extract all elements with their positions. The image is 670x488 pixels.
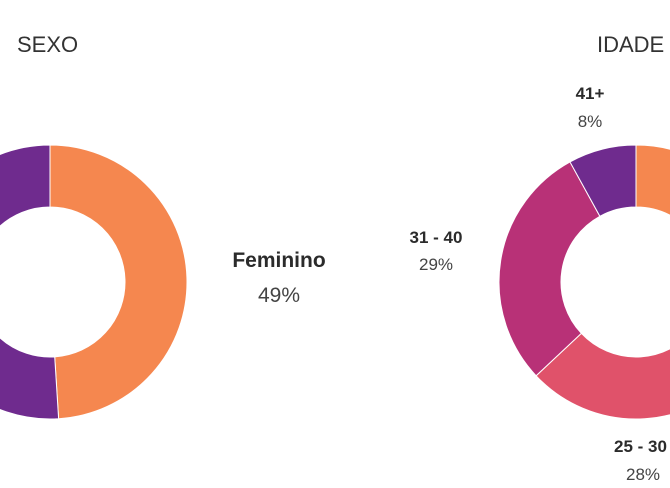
sexo-title: SEXO [17,32,78,57]
idade-slice-1 [535,332,670,420]
idade-title: IDADE [597,32,664,57]
age-41-plus-label: 41+ [576,84,605,103]
idade-slice-2 [498,161,601,377]
feminino-label: Feminino [232,249,325,272]
sexo-slice-1 [0,144,60,420]
idade-slice-0 [635,144,670,216]
age-25-30-label: 25 - 30 [614,437,667,456]
idade-donut [498,144,670,420]
feminino-value-label: 49% [258,284,300,307]
age-31-40-label: 31 - 40 [410,228,463,247]
age-25-30-value-label: 28% [626,465,660,484]
age-41-plus-value-label: 8% [578,112,603,131]
age-31-40-value-label: 29% [419,255,453,274]
sexo-donut [0,144,188,420]
idade-slice-3 [569,144,637,217]
sexo-slice-0 [49,144,188,420]
